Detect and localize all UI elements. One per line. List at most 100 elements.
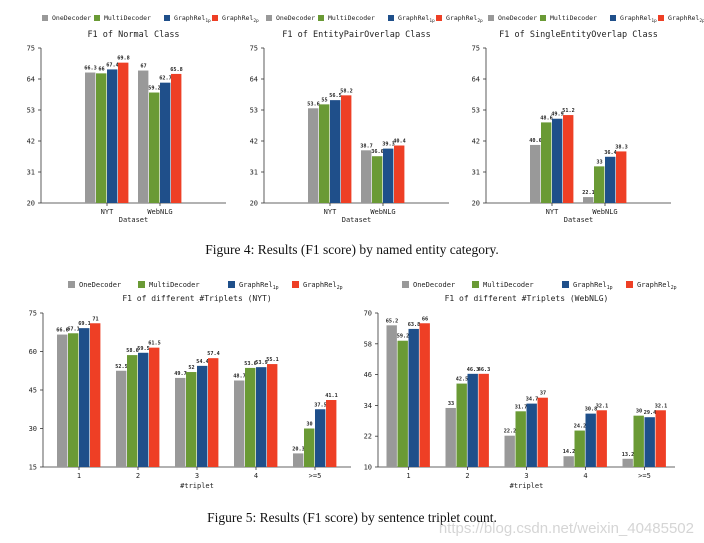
bar-2-1 bbox=[138, 352, 149, 467]
bar-value-label: 66 bbox=[422, 316, 428, 322]
x-tick-label: WebNLG bbox=[147, 208, 172, 216]
bar-3-4 bbox=[326, 400, 337, 467]
legend-swatch-1 bbox=[540, 15, 546, 21]
x-tick-label: 3 bbox=[524, 472, 528, 480]
legend-label-1: MultiDecoder bbox=[550, 14, 597, 22]
legend-label-2: GraphRel1p bbox=[620, 14, 657, 24]
bar-value-label: 36.6 bbox=[371, 149, 384, 155]
bar-3-0 bbox=[118, 62, 129, 204]
legend-label-1: MultiDecoder bbox=[104, 14, 151, 22]
bar-3-1 bbox=[394, 145, 405, 203]
bar-value-label: 55.1 bbox=[266, 357, 279, 363]
bar-value-label: 40.6 bbox=[529, 138, 542, 144]
legend-swatch-2 bbox=[164, 15, 170, 21]
y-tick-label: 20 bbox=[27, 200, 35, 208]
bar-value-label: 67 bbox=[140, 64, 146, 70]
bar-value-label: 58.6 bbox=[126, 348, 139, 354]
bar-value-label: 46.3 bbox=[478, 367, 491, 373]
watermark: https://blog.csdn.net/weixin_40485502 bbox=[438, 520, 694, 537]
y-tick-label: 31 bbox=[472, 169, 480, 177]
y-tick-label: 64 bbox=[250, 76, 258, 84]
bar-value-label: 14.2 bbox=[563, 449, 576, 455]
bar-value-label: 41.1 bbox=[325, 393, 338, 399]
bar-value-label: 24.2 bbox=[574, 424, 587, 430]
bar-value-label: 66.6 bbox=[56, 328, 69, 334]
legend-label-0: OneDecoder bbox=[413, 281, 455, 289]
bar-2-0 bbox=[330, 100, 341, 203]
bar-value-label: 56.5 bbox=[329, 93, 342, 99]
bar-1-0 bbox=[68, 333, 79, 467]
bar-value-label: 46.3 bbox=[467, 367, 480, 373]
y-tick-label: 34 bbox=[364, 402, 372, 410]
x-tick-label: 1 bbox=[406, 472, 410, 480]
x-tick-label: NYT bbox=[101, 208, 114, 216]
x-tick-label: WebNLG bbox=[592, 208, 617, 216]
y-tick-label: 60 bbox=[29, 348, 37, 356]
y-tick-label: 70 bbox=[364, 310, 372, 318]
y-tick-label: 31 bbox=[27, 169, 35, 177]
legend-label-3: GraphRel2p bbox=[668, 14, 704, 24]
y-tick-label: 53 bbox=[27, 107, 35, 115]
legend-swatch-2 bbox=[388, 15, 394, 21]
legend-swatch-1 bbox=[472, 281, 479, 288]
legend-label-3: GraphRel2p bbox=[222, 14, 259, 24]
legend-swatch-2 bbox=[610, 15, 616, 21]
bar-0-0 bbox=[308, 108, 319, 203]
legend-label-0: OneDecoder bbox=[52, 14, 91, 22]
bar-0-4 bbox=[293, 453, 304, 467]
bar-value-label: 59.2 bbox=[397, 334, 410, 340]
legend-label-3: GraphRel2p bbox=[637, 281, 677, 291]
bar-2-1 bbox=[383, 148, 394, 203]
bar-value-label: 48.7 bbox=[233, 374, 246, 380]
bar-1-1 bbox=[127, 355, 138, 467]
bar-value-label: 69.1 bbox=[78, 321, 91, 327]
bar-value-label: 33 bbox=[596, 159, 602, 165]
legend-label-0: OneDecoder bbox=[498, 14, 537, 22]
bar-value-label: 66 bbox=[98, 66, 104, 72]
chart-title: F1 of SingleEntityOverlap Class bbox=[499, 30, 658, 40]
bar-value-label: 63.8 bbox=[408, 322, 421, 328]
bar-3-2 bbox=[537, 397, 548, 467]
bar-value-label: 34.7 bbox=[526, 397, 539, 403]
figure-5-caption: Figure 5: Results (F1 score) by sentence… bbox=[207, 510, 497, 525]
bar-1-1 bbox=[456, 383, 467, 467]
bar-3-1 bbox=[171, 73, 182, 203]
legend-swatch-1 bbox=[318, 15, 324, 21]
legend-label-2: GraphRel1p bbox=[573, 281, 613, 291]
bar-value-label: 30 bbox=[636, 409, 642, 415]
bar-0-0 bbox=[386, 325, 397, 467]
legend-swatch-3 bbox=[212, 15, 218, 21]
x-axis-label: Dataset bbox=[119, 216, 149, 224]
bar-value-label: 38.7 bbox=[360, 143, 373, 149]
bar-value-label: 49.7 bbox=[174, 371, 187, 377]
bar-0-1 bbox=[361, 150, 372, 203]
bar-value-label: 65.8 bbox=[170, 67, 183, 73]
bar-value-label: 61.5 bbox=[148, 341, 161, 347]
legend-swatch-0 bbox=[488, 15, 494, 21]
bar-value-label: 51.2 bbox=[562, 108, 575, 114]
bar-0-0 bbox=[57, 334, 68, 467]
bar-0-3 bbox=[234, 380, 245, 467]
bar-value-label: 32.1 bbox=[655, 403, 668, 409]
y-tick-label: 15 bbox=[29, 464, 37, 472]
legend-label-3: GraphRel2p bbox=[303, 281, 343, 291]
bar-value-label: 32.1 bbox=[596, 403, 609, 409]
bar-value-label: 53.6 bbox=[244, 361, 257, 367]
bar-0-4 bbox=[622, 458, 633, 467]
bar-1-0 bbox=[319, 104, 330, 203]
bar-0-0 bbox=[530, 144, 541, 203]
bar-value-label: 62.7 bbox=[159, 76, 172, 82]
bar-2-0 bbox=[79, 328, 90, 467]
x-axis-label: #triplet bbox=[510, 482, 544, 490]
bar-2-0 bbox=[408, 328, 419, 467]
legend-label-3: GraphRel2p bbox=[446, 14, 483, 24]
y-tick-label: 31 bbox=[250, 169, 258, 177]
bar-value-label: 37.5 bbox=[314, 402, 327, 408]
bar-value-label: 29.4 bbox=[644, 410, 657, 416]
legend-swatch-2 bbox=[228, 281, 235, 288]
y-tick-label: 42 bbox=[27, 138, 35, 146]
x-tick-label: 4 bbox=[583, 472, 587, 480]
bar-3-3 bbox=[267, 364, 278, 467]
y-tick-label: 46 bbox=[364, 371, 372, 379]
y-tick-label: 75 bbox=[29, 310, 37, 318]
